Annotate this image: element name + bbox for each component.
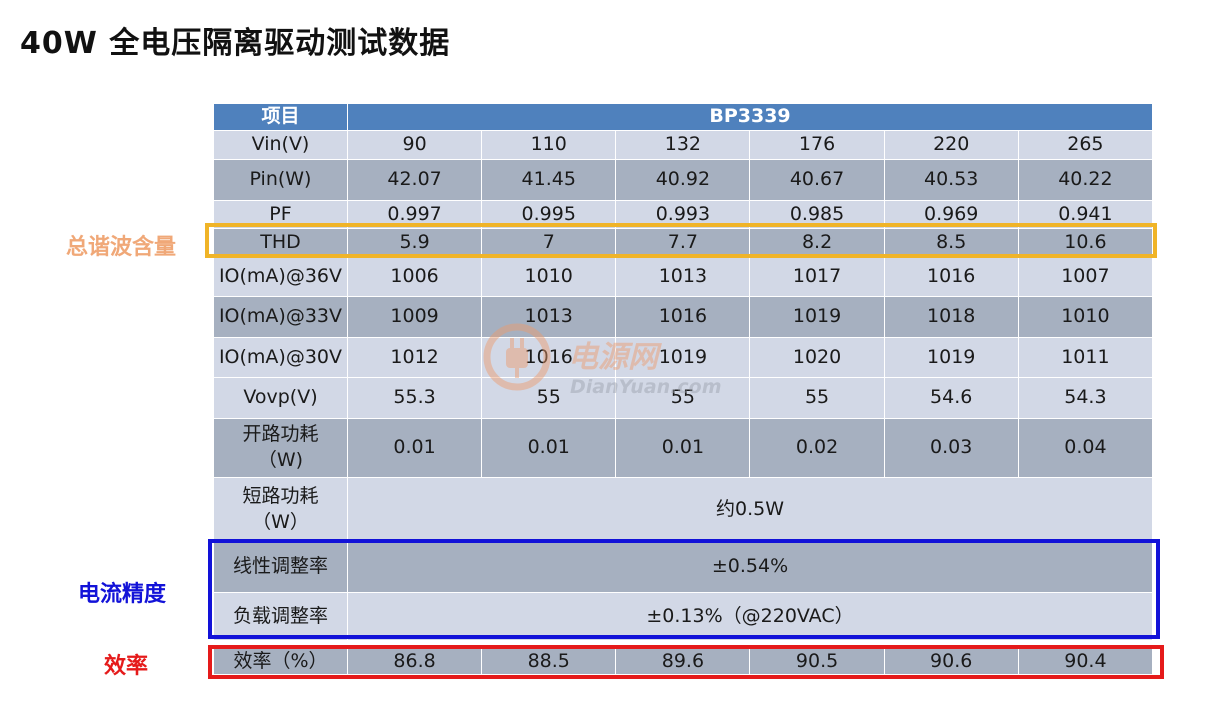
table-cell: 0.04: [1017, 418, 1154, 478]
row-label: Pin(W): [213, 159, 348, 201]
table-cell: 1019: [615, 337, 751, 378]
row-label: IO(mA)@33V: [213, 296, 348, 338]
row-label: 效率（%）: [213, 648, 348, 675]
table-cell: 0.02: [749, 418, 885, 478]
table-cell: 1013: [481, 296, 617, 338]
table-cell: 89.6: [615, 648, 751, 675]
table-cell: 90.6: [883, 648, 1019, 675]
table-cell: 1019: [749, 296, 885, 338]
table-cell: 0.03: [883, 418, 1019, 478]
table-row-open-circuit-power: 开路功耗 （W) 0.01 0.01 0.01 0.02 0.03 0.04: [213, 418, 1154, 478]
efficiency-highlight-box: [208, 645, 1164, 679]
table-cell: 8.5: [883, 228, 1019, 257]
test-data-table: 项目 BP3339 Vin(V) 90 110 132 176 220 265 …: [213, 103, 1154, 675]
table-cell: 7.7: [615, 228, 751, 257]
row-label: 线性调整率: [213, 541, 348, 593]
table-row-io-36v: IO(mA)@36V 1006 1010 1013 1017 1016 1007: [213, 256, 1154, 297]
header-row: 项目 BP3339: [213, 103, 1153, 131]
table-cell: 88.5: [481, 648, 617, 675]
table-cell: 1009: [346, 296, 483, 338]
table-cell: 132: [615, 130, 751, 160]
table-cell: 40.53: [883, 159, 1019, 201]
table-cell: 220: [883, 130, 1019, 160]
table-cell: 1016: [883, 256, 1019, 297]
table-row-short-circuit-power: 短路功耗 （W） 约0.5W: [213, 477, 1153, 542]
table-cell: 265: [1017, 130, 1154, 160]
table-cell: 10.6: [1017, 228, 1154, 257]
table-cell: 0.01: [481, 418, 617, 478]
efficiency-annotation-label: 效率: [104, 654, 149, 679]
header-item-label: 项目: [213, 103, 348, 131]
row-label: Vovp(V): [213, 377, 348, 419]
table-cell: 1012: [346, 337, 483, 378]
table-cell: 1018: [883, 296, 1019, 338]
table-cell: 54.3: [1017, 377, 1154, 419]
table-cell: 41.45: [481, 159, 617, 201]
row-label: IO(mA)@36V: [213, 256, 348, 297]
table-cell: 55: [615, 377, 751, 419]
thd-annotation-label: 总谐波含量: [66, 235, 177, 260]
row-label: IO(mA)@30V: [213, 337, 348, 378]
table-row-load-regulation: 负载调整率 ±0.13%（@220VAC）: [213, 592, 1153, 641]
table-cell: 0.01: [615, 418, 751, 478]
table-cell: 110: [481, 130, 617, 160]
table-cell: 40.22: [1017, 159, 1154, 201]
table-cell: 5.9: [346, 228, 483, 257]
row-label: THD: [213, 228, 348, 257]
table-cell: 1011: [1017, 337, 1154, 378]
current-accuracy-annotation-label: 电流精度: [78, 582, 167, 607]
table-cell-merged: 约0.5W: [347, 477, 1153, 542]
table-cell: 40.67: [749, 159, 885, 201]
table-cell: 1010: [481, 256, 617, 297]
table-cell: 1016: [615, 296, 751, 338]
table-spacer-row: [213, 640, 1153, 649]
table-cell: 0.01: [346, 418, 483, 478]
table-cell: 42.07: [346, 159, 483, 201]
table-cell: 1020: [749, 337, 885, 378]
table-cell: 1013: [615, 256, 751, 297]
table-cell-merged: ±0.13%（@220VAC）: [347, 592, 1153, 641]
table-cell: 1007: [1017, 256, 1154, 297]
table-row-thd: THD 5.9 7 7.7 8.2 8.5 10.6: [213, 228, 1154, 257]
table-cell: 1019: [883, 337, 1019, 378]
table-row-pin: Pin(W) 42.07 41.45 40.92 40.67 40.53 40.…: [213, 159, 1154, 201]
table-cell: 90.5: [749, 648, 885, 675]
current-accuracy-highlight-box: [208, 539, 1160, 639]
table-cell: 86.8: [346, 648, 483, 675]
table-cell: 55: [749, 377, 885, 419]
table-cell: 1006: [346, 256, 483, 297]
table-cell: 1017: [749, 256, 885, 297]
table-row-line-regulation: 线性调整率 ±0.54%: [213, 541, 1153, 593]
page-title: 40W 全电压隔离驱动测试数据: [20, 26, 451, 61]
table-cell-merged: ±0.54%: [347, 541, 1153, 593]
table-cell: 1010: [1017, 296, 1154, 338]
table-row-efficiency: 效率（%） 86.8 88.5 89.6 90.5 90.6 90.4: [213, 648, 1154, 675]
spacer-cell: [213, 640, 1153, 649]
table-row-vin: Vin(V) 90 110 132 176 220 265: [213, 130, 1154, 160]
header-model-label: BP3339: [347, 103, 1153, 131]
table-cell: 176: [749, 130, 885, 160]
table-cell: 55.3: [346, 377, 483, 419]
table-cell: 90: [346, 130, 483, 160]
table-cell: 55: [481, 377, 617, 419]
row-label: 负载调整率: [213, 592, 348, 641]
table-cell: 40.92: [615, 159, 751, 201]
table-cell: 7: [481, 228, 617, 257]
table-cell: 1016: [481, 337, 617, 378]
table-cell: 54.6: [883, 377, 1019, 419]
table-row-vovp: Vovp(V) 55.3 55 55 55 54.6 54.3: [213, 377, 1154, 419]
table-cell: 90.4: [1017, 648, 1154, 675]
row-label: 开路功耗 （W): [213, 418, 348, 478]
table-row-io-30v: IO(mA)@30V 1012 1016 1019 1020 1019 1011: [213, 337, 1154, 378]
row-label: Vin(V): [213, 130, 348, 160]
row-label: 短路功耗 （W）: [213, 477, 348, 542]
thd-highlight-box: [205, 223, 1157, 258]
table-row-io-33v: IO(mA)@33V 1009 1013 1016 1019 1018 1010: [213, 296, 1154, 338]
